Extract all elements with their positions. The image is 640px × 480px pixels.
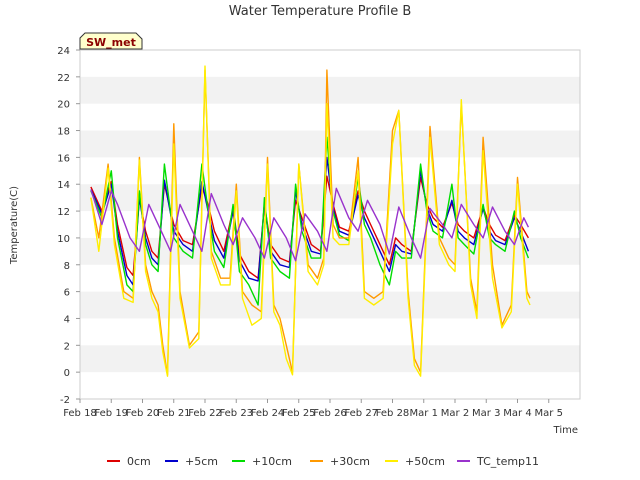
x-tick-label: Mar 1 xyxy=(410,408,438,419)
y-tick-label: 14 xyxy=(57,180,70,191)
x-tick-label: Feb 23 xyxy=(219,408,253,419)
y-tick-label: 12 xyxy=(57,207,70,218)
series-line--50cm xyxy=(90,65,531,377)
grid-band xyxy=(80,237,580,265)
series-line--10cm xyxy=(90,136,530,306)
x-tick-label: Feb 22 xyxy=(188,408,222,419)
y-tick-label: 24 xyxy=(57,46,70,57)
x-tick-label: Feb 25 xyxy=(282,408,316,419)
legend: 0cm +5cm +10cm +30cm +50cm TC_temp11 xyxy=(107,455,539,468)
legend-label: +50cm xyxy=(405,455,445,468)
y-tick-label: 16 xyxy=(57,153,70,164)
legend-label: TC_temp11 xyxy=(476,455,539,468)
grid-bands xyxy=(80,76,580,373)
x-tick-label: Feb 26 xyxy=(313,408,347,419)
badge-label: SW_met xyxy=(86,36,136,49)
series-line-tc-temp11 xyxy=(90,187,530,262)
x-tick-label: Feb 28 xyxy=(376,408,410,419)
legend-label: +5cm xyxy=(185,455,218,468)
y-tick-label: 18 xyxy=(57,127,70,138)
chart-title: Water Temperature Profile B xyxy=(229,4,412,19)
series-lines xyxy=(90,65,531,377)
x-tick-label: Mar 4 xyxy=(503,408,531,419)
y-tick-label: 10 xyxy=(57,234,70,245)
y-tick-label: 2 xyxy=(64,341,70,352)
y-tick-label: 4 xyxy=(64,314,70,325)
badge-box xyxy=(79,32,143,50)
grid-band xyxy=(80,76,580,104)
sw-met-badge: SW_met xyxy=(79,32,143,50)
x-tick-label: Feb 21 xyxy=(157,408,191,419)
legend-label: 0cm xyxy=(127,455,151,468)
y-tick-label: 8 xyxy=(64,261,70,272)
y-axis-title: Temperature(C) xyxy=(9,186,20,265)
x-tick-label: Feb 19 xyxy=(94,408,128,419)
y-tick-label: 0 xyxy=(64,368,70,379)
y-tick-label: -2 xyxy=(60,395,70,406)
x-tick-label: Mar 3 xyxy=(472,408,500,419)
legend-label: +10cm xyxy=(252,455,292,468)
grid-band xyxy=(80,345,580,373)
x-tick-label: Mar 5 xyxy=(535,408,563,419)
y-tick-label: 22 xyxy=(57,73,70,84)
x-tick-label: Mar 2 xyxy=(441,408,469,419)
x-tick-label: Feb 24 xyxy=(251,408,285,419)
x-tick-label: Feb 27 xyxy=(344,408,378,419)
y-tick-label: 20 xyxy=(57,100,70,111)
y-tick-label: 6 xyxy=(64,288,70,299)
x-axis-title: Time xyxy=(553,425,578,436)
x-tick-label: Feb 20 xyxy=(126,408,160,419)
legend-label: +30cm xyxy=(330,455,370,468)
x-tick-label: Feb 18 xyxy=(63,408,97,419)
